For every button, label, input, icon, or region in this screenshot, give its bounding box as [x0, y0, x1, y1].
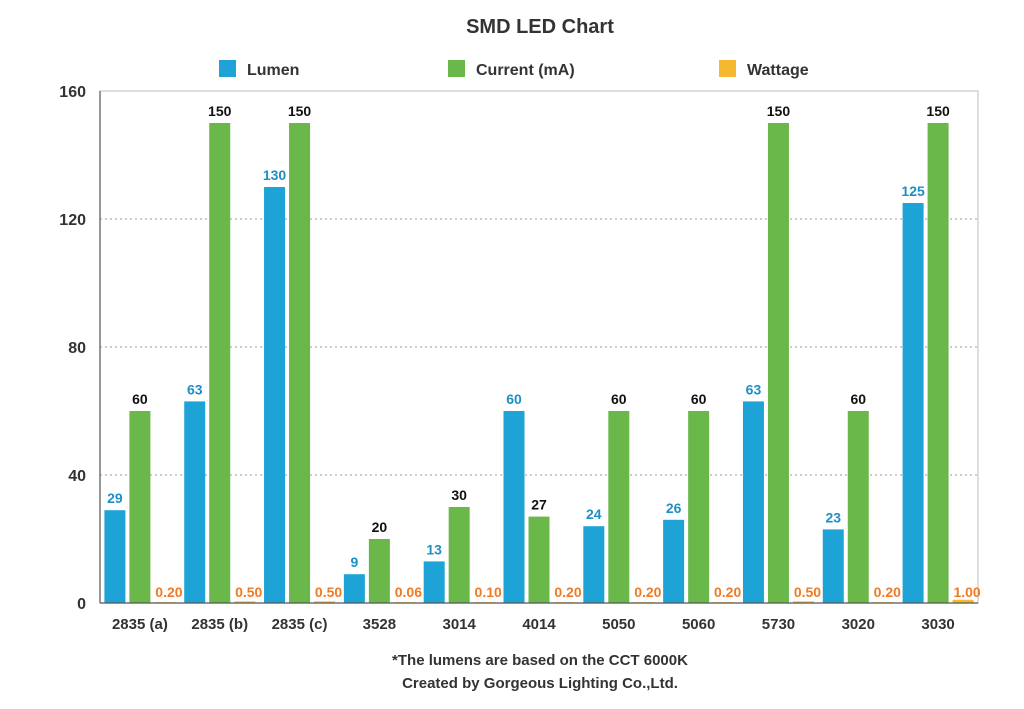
bar-current-ma — [368, 539, 390, 603]
bar-current-ma — [289, 123, 311, 603]
legend-swatch — [719, 60, 736, 77]
data-label: 0.06 — [395, 584, 422, 600]
bar-lumen — [184, 401, 206, 603]
x-tick-label: 5050 — [602, 616, 635, 633]
bar-lumen — [902, 203, 924, 603]
x-tick-label: 5730 — [762, 616, 795, 633]
bar-current-ma — [528, 516, 550, 603]
data-label: 150 — [288, 103, 312, 119]
bar-lumen — [663, 519, 685, 603]
data-label: 0.20 — [554, 584, 581, 600]
data-label: 60 — [132, 391, 148, 407]
data-label: 60 — [691, 391, 707, 407]
data-label: 23 — [825, 509, 841, 525]
x-tick-label: 3030 — [921, 616, 954, 633]
bar-lumen — [264, 187, 286, 603]
data-label: 150 — [767, 103, 791, 119]
legend-swatch — [219, 60, 236, 77]
data-label: 60 — [611, 391, 627, 407]
x-tick-label: 3014 — [442, 616, 476, 633]
data-label: 125 — [901, 183, 925, 199]
bar-current-ma — [209, 123, 231, 603]
x-tick-label: 4014 — [522, 616, 556, 633]
legend-swatch — [448, 60, 465, 77]
data-label: 0.50 — [235, 584, 262, 600]
data-label: 130 — [263, 167, 287, 183]
legend-label: Current (mA) — [476, 62, 575, 79]
x-tick-label: 3020 — [842, 616, 875, 633]
footnote-credit: Created by Gorgeous Lighting Co.,Ltd. — [402, 675, 678, 692]
data-label: 9 — [350, 554, 358, 570]
legend-label: Wattage — [747, 62, 809, 79]
bar-lumen — [822, 529, 844, 603]
bar-wattage — [314, 601, 336, 603]
y-tick-label: 40 — [68, 468, 86, 485]
data-label: 63 — [746, 381, 762, 397]
data-label: 0.10 — [475, 584, 502, 600]
bar-lumen — [742, 401, 764, 603]
data-label: 27 — [531, 497, 547, 513]
data-label: 150 — [926, 103, 950, 119]
bar-wattage — [952, 599, 974, 603]
data-label: 0.20 — [874, 584, 901, 600]
y-tick-label: 80 — [68, 340, 86, 357]
bar-current-ma — [448, 507, 470, 603]
y-tick-label: 120 — [59, 212, 86, 229]
bar-lumen — [583, 526, 605, 603]
x-tick-label: 5060 — [682, 616, 715, 633]
x-tick-label: 2835 (a) — [112, 616, 168, 633]
data-label: 60 — [506, 391, 522, 407]
legend-label: Lumen — [247, 62, 299, 79]
data-label: 26 — [666, 500, 682, 516]
y-tick-label: 160 — [59, 84, 86, 101]
data-label: 29 — [107, 490, 123, 506]
bar-lumen — [423, 561, 445, 603]
legend: Lumen Current (mA) Wattage — [219, 60, 809, 79]
bar-current-ma — [847, 411, 869, 603]
data-label: 0.20 — [714, 584, 741, 600]
data-label: 13 — [426, 541, 442, 557]
bars — [104, 123, 974, 603]
bar-lumen — [104, 510, 126, 603]
x-axis: 2835 (a) 2835 (b) 2835 (c) 3528 3014 4014 5050… — [100, 602, 978, 633]
bar-current-ma — [767, 123, 789, 603]
data-label: 60 — [850, 391, 866, 407]
x-tick-label: 2835 (b) — [191, 616, 248, 633]
y-tick-label: 0 — [77, 596, 86, 613]
data-label: 0.20 — [155, 584, 182, 600]
bar-lumen — [343, 574, 365, 603]
bar-current-ma — [688, 411, 710, 603]
chart-title: SMD LED Chart — [466, 16, 614, 38]
x-tick-label: 2835 (c) — [272, 616, 328, 633]
data-label: 0.50 — [794, 584, 821, 600]
data-label: 30 — [451, 487, 467, 503]
bar-wattage — [234, 601, 256, 603]
bar-current-ma — [927, 123, 949, 603]
data-label: 0.50 — [315, 584, 342, 600]
footnote-cct: *The lumens are based on the CCT 6000K — [392, 652, 688, 669]
bar-current-ma — [129, 411, 151, 603]
data-label: 150 — [208, 103, 232, 119]
bar-lumen — [503, 411, 525, 603]
data-label: 24 — [586, 506, 602, 522]
bar-wattage — [792, 601, 814, 603]
data-labels: 29 60 0.20 63 150 0.50 130 150 0.50 9 20 0.06 13 30 0.… — [107, 103, 981, 600]
data-label: 1.00 — [953, 584, 980, 600]
x-tick-label: 3528 — [363, 616, 396, 633]
data-label: 0.20 — [634, 584, 661, 600]
data-label: 20 — [372, 519, 388, 535]
y-axis: 0 40 80 120 160 — [59, 84, 101, 613]
data-label: 63 — [187, 381, 203, 397]
bar-current-ma — [608, 411, 630, 603]
